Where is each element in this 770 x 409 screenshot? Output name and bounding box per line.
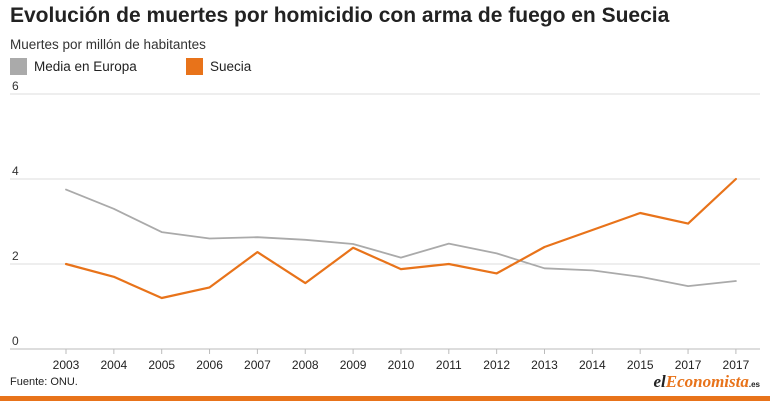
y-tick-label: 4 — [12, 164, 19, 178]
legend-swatch-europe — [10, 58, 27, 75]
brand-suffix: .es — [748, 380, 760, 389]
brand-prefix: el — [653, 372, 666, 391]
brand-accent: Economista — [665, 372, 749, 391]
y-tick-label: 2 — [12, 249, 19, 263]
legend-swatch-sweden — [186, 58, 203, 75]
series-line-suecia — [64, 177, 738, 300]
legend-label-sweden: Suecia — [210, 59, 252, 74]
x-tick-label: 2014 — [579, 358, 606, 372]
x-tick-label: 2005 — [148, 358, 175, 372]
legend-item-europe: Media en Europa — [10, 58, 137, 75]
brand-logo: elEconomista.es — [653, 372, 760, 392]
source-note: Fuente: ONU. — [10, 376, 78, 388]
x-tick-label: 2008 — [292, 358, 319, 372]
x-tick-label: 2004 — [100, 358, 127, 372]
series-line-media-europa — [65, 188, 737, 288]
x-tick-label: 2003 — [53, 358, 80, 372]
x-tick-label: 2013 — [531, 358, 558, 372]
x-tick-label: 2006 — [196, 358, 223, 372]
x-tick-label: 2007 — [244, 358, 271, 372]
legend-item-sweden: Suecia — [186, 58, 251, 75]
x-tick-label: 2015 — [627, 358, 654, 372]
x-tick-label: 2011 — [436, 358, 462, 372]
x-tick-label: 2017 — [723, 358, 750, 372]
x-tick-label: 2012 — [483, 358, 510, 372]
x-tick-label: 2009 — [340, 358, 367, 372]
chart-subtitle: Muertes por millón de habitantes — [10, 37, 206, 52]
y-tick-label: 0 — [12, 334, 19, 348]
x-tick-label: 2017 — [675, 358, 702, 372]
y-tick-label: 6 — [12, 79, 19, 93]
bottom-accent-bar — [0, 396, 770, 401]
x-tick-label: 2010 — [388, 358, 415, 372]
chart-title: Evolución de muertes por homicidio con a… — [10, 4, 670, 27]
legend-label-europe: Media en Europa — [34, 59, 137, 74]
